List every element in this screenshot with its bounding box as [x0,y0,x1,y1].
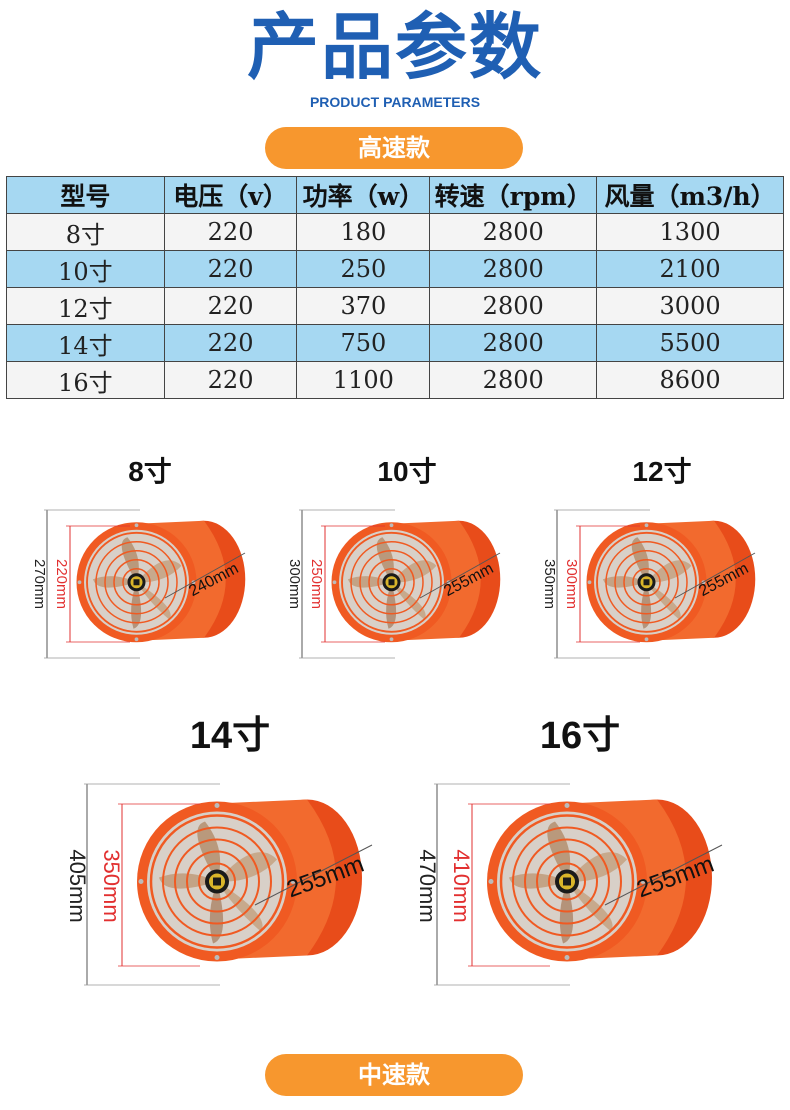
fan-16-illustration: 470mm 410mm 255mm [415,783,723,986]
inner-diameter-label: 220mm [53,559,70,609]
table-cell: 2800 [429,287,598,325]
table-row: 12寸 220 370 2800 3000 [6,287,784,325]
table-cell: 5500 [596,324,784,362]
inner-diameter-label: 250mm [308,559,325,609]
fan-10-illustration: 300mm 250mm 255mm [286,509,502,659]
table-cell: 220 [163,361,298,399]
table-cell: 1100 [296,361,431,399]
inner-diameter-label: 410mm [449,849,474,922]
table-row: 10寸 220 250 2800 2100 [6,250,784,288]
table-cell: 1300 [596,213,784,251]
table-cell: 10寸 [6,250,165,288]
table-row: 8寸 220 180 2800 1300 [6,213,784,251]
table-cell: 14寸 [6,324,165,362]
outer-diameter-label: 350mm [541,559,558,609]
page-subtitle: PRODUCT PARAMETERS [309,94,481,110]
table-cell: 2100 [596,250,784,288]
table-cell: 220 [163,287,298,325]
fan-14-illustration: 405mm 350mm 255mm [65,783,373,986]
column-header-speed: 转速（rpm） [429,176,598,214]
table-cell: 180 [296,213,431,251]
table-cell: 8600 [596,361,784,399]
table-cell: 220 [163,250,298,288]
column-header-power: 功率（w） [296,176,431,214]
section-high-speed-badge: 高速款 [265,127,523,169]
table-cell: 220 [163,213,298,251]
inner-diameter-label: 300mm [563,559,580,609]
section-medium-speed-badge: 中速款 [265,1054,523,1096]
table-cell: 2800 [429,361,598,399]
table-cell: 2800 [429,324,598,362]
table-cell: 370 [296,287,431,325]
table-header-row: 型号 电压（v） 功率（w） 转速（rpm） 风量（m3/h） [6,176,784,214]
column-header-model: 型号 [6,176,165,214]
table-row: 16寸 220 1100 2800 8600 [6,361,784,399]
table-cell: 12寸 [6,287,165,325]
table-cell: 8寸 [6,213,165,251]
page-title: 产品参数 [246,5,543,89]
column-header-voltage: 电压（v） [163,176,298,214]
outer-diameter-label: 300mm [286,559,303,609]
fan-size-label: 16寸 [539,715,621,757]
fan-12-illustration: 350mm 300mm 255mm [541,509,757,659]
table-cell: 220 [163,324,298,362]
inner-diameter-label: 350mm [99,849,124,922]
table-cell: 16寸 [6,361,165,399]
table-cell: 750 [296,324,431,362]
table-cell: 250 [296,250,431,288]
fan-size-label: 14寸 [189,715,271,757]
table-row: 14寸 220 750 2800 5500 [6,324,784,362]
fan-size-label: 12寸 [632,456,692,487]
fan-size-label: 8寸 [128,456,172,487]
outer-diameter-label: 470mm [415,849,440,922]
fan-8-illustration: 270mm 220mm 240mm [31,509,247,659]
fan-size-label: 10寸 [377,456,437,487]
table-cell: 2800 [429,250,598,288]
spec-table: 型号 电压（v） 功率（w） 转速（rpm） 风量（m3/h） 8寸 220 1… [6,176,784,399]
table-cell: 3000 [596,287,784,325]
outer-diameter-label: 270mm [31,559,48,609]
table-cell: 2800 [429,213,598,251]
column-header-airflow: 风量（m3/h） [596,176,784,214]
outer-diameter-label: 405mm [65,849,90,922]
